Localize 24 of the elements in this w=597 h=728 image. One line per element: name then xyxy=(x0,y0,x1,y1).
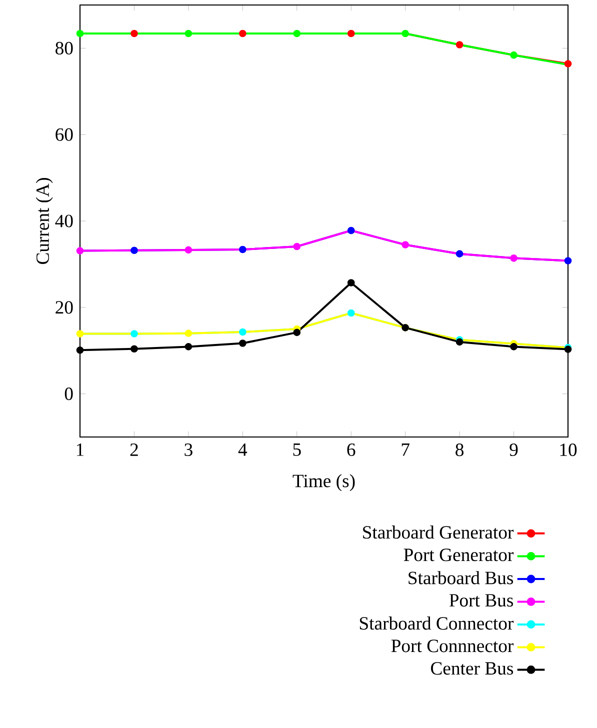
y-tick-label: 20 xyxy=(56,301,73,314)
y-tick-label: 80 xyxy=(56,42,73,54)
x-tick-label: 6 xyxy=(347,443,356,456)
x-axis-title: Time (s) xyxy=(292,474,355,492)
x-tick-label: 4 xyxy=(238,443,248,456)
legend-label: Port Connnector xyxy=(391,640,514,652)
x-tick-label: 9 xyxy=(510,443,518,456)
x-tick-label: 1 xyxy=(76,443,84,456)
y-tick-label: 40 xyxy=(55,214,73,228)
legend-label: Port Bus xyxy=(449,594,514,607)
y-tick-label: 0 xyxy=(64,387,73,400)
x-tick-label: 7 xyxy=(402,443,410,456)
legend-label: Starboard Generator xyxy=(363,526,514,539)
x-tick-label: 3 xyxy=(184,443,192,456)
x-tick-label: 5 xyxy=(293,443,301,456)
x-tick-label: 10 xyxy=(560,443,577,456)
y-axis-title: Current (A) xyxy=(36,178,53,264)
y-tick-label: 60 xyxy=(56,128,73,141)
legend-label: Starboard Bus xyxy=(408,571,514,584)
legend-label: Port Generator xyxy=(404,548,514,562)
x-tick-label: 2 xyxy=(130,443,138,456)
legend-label: Starboard Connector xyxy=(360,616,514,630)
x-tick-label: 8 xyxy=(456,443,464,456)
legend-label: Center Bus xyxy=(430,662,514,675)
